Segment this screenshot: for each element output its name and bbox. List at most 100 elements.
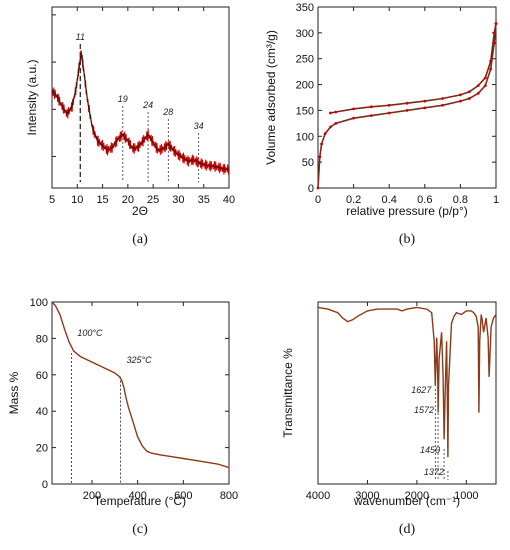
x-tick-label: 30 [172, 194, 184, 206]
adsorption-point [370, 114, 373, 117]
annotation-label: 1372 [424, 467, 444, 477]
annotation-label: 100°C [77, 328, 103, 338]
desorption-point [423, 99, 427, 103]
annotation-label: 19 [118, 94, 128, 104]
desorption-point [459, 93, 462, 97]
y-tick-label: 20 [36, 443, 48, 455]
adsorption-point [476, 91, 480, 95]
y-tick-label: 100 [30, 297, 48, 309]
adsorption-point [387, 111, 391, 115]
y-tick-label: 100 [296, 131, 314, 143]
y-tick-label: 40 [36, 406, 48, 418]
adsorption-point [441, 103, 444, 107]
x-tick-label: 35 [198, 194, 210, 206]
desorption-point [489, 59, 493, 63]
annotation-label: 11 [76, 32, 85, 42]
xrd-trace [51, 52, 229, 170]
x-tick-label: 0.4 [382, 194, 397, 206]
plot-frame [51, 301, 230, 485]
x-tick-label: 0.2 [346, 194, 361, 206]
plot-frame [317, 301, 497, 485]
x-tick-label: 2000 [405, 490, 429, 502]
adsorption-point [318, 155, 322, 159]
plot-frame [317, 6, 497, 189]
y-tick-label: 0 [42, 479, 48, 491]
adsorption-point [323, 132, 327, 136]
annotation-label: 1450 [420, 445, 440, 455]
x-tick-label: 1000 [454, 490, 478, 502]
x-axis-label: relative pressure (p/p°) [346, 204, 468, 218]
adsorption-point [316, 186, 320, 190]
y-axis-label: Mass % [7, 371, 21, 414]
adsorption-point [334, 121, 338, 125]
adsorption-point [459, 99, 462, 103]
adsorption-point [329, 125, 332, 129]
tga-curve [51, 301, 230, 469]
annotation-label: 1627 [411, 385, 432, 395]
panel-label: (b) [399, 232, 416, 247]
adsorption-point [423, 106, 427, 110]
x-tick-label: 20 [122, 194, 134, 206]
x-tick-label: 800 [220, 490, 238, 502]
desorption-point [476, 84, 480, 88]
y-tick-label: 50 [302, 157, 314, 169]
desorption-point [494, 22, 498, 25]
panel-label: (a) [132, 232, 148, 247]
y-tick-label: 350 [296, 2, 314, 14]
y-tick-label: 200 [296, 80, 314, 92]
y-tick-label: 80 [36, 333, 48, 345]
annotation-label: 24 [142, 100, 153, 110]
x-tick-label: 1 [493, 194, 499, 206]
adsorption-point [352, 116, 355, 120]
x-axis-label: Temperature (°C) [94, 494, 186, 508]
desorption-point [467, 90, 471, 94]
adsorption-point [483, 84, 487, 88]
x-tick-label: 600 [174, 490, 192, 502]
x-tick-label: 4000 [306, 490, 330, 502]
x-tick-label: 400 [128, 490, 146, 502]
desorption-branch-line [330, 23, 497, 114]
y-axis-label: Intensity (a.u.) [25, 59, 39, 135]
x-axis-label: wavenumber (cm⁻¹) [353, 494, 460, 508]
adsorption-point [489, 67, 493, 71]
desorption-point [492, 31, 496, 35]
y-tick-label: 150 [296, 105, 314, 117]
y-tick-label: 0 [308, 183, 314, 195]
x-tick-label: 40 [223, 194, 235, 206]
plot-frame [51, 6, 230, 189]
desorption-point [387, 103, 391, 107]
desorption-point [370, 105, 373, 109]
annotation-label: 28 [162, 107, 173, 117]
y-tick-label: 300 [296, 28, 314, 40]
adsorption-point [467, 97, 471, 100]
adsorption-point [405, 109, 409, 112]
annotation-label: 325°C [127, 355, 153, 365]
adsorption-branch-line [317, 23, 497, 189]
adsorption-point [320, 142, 323, 146]
desorption-point [352, 107, 355, 111]
ir-spectrum-line [317, 306, 497, 458]
desorption-point [441, 97, 444, 100]
x-tick-label: 25 [147, 194, 159, 206]
x-axis-label: 2Θ [132, 204, 148, 218]
annotation-label: 1572 [414, 405, 434, 415]
y-tick-label: 60 [36, 370, 48, 382]
panel-label: (d) [399, 522, 416, 537]
annotation-label: 34 [194, 121, 204, 131]
x-tick-label: 5 [49, 194, 55, 206]
desorption-point [329, 111, 332, 115]
y-tick-label: 250 [296, 54, 314, 66]
x-tick-label: 0.6 [417, 194, 432, 206]
x-tick-label: 3000 [355, 490, 379, 502]
desorption-point [334, 110, 338, 114]
desorption-point [405, 101, 409, 105]
y-axis-label: Volume adsorbed (cm³/g) [264, 30, 278, 165]
y-axis-label: Transmittance % [281, 348, 295, 438]
x-tick-label: 15 [96, 194, 108, 206]
x-tick-label: 0 [315, 194, 321, 206]
x-tick-label: 0.8 [453, 194, 468, 206]
panel-label: (c) [132, 522, 148, 537]
desorption-point [483, 76, 487, 80]
x-tick-label: 200 [83, 490, 101, 502]
